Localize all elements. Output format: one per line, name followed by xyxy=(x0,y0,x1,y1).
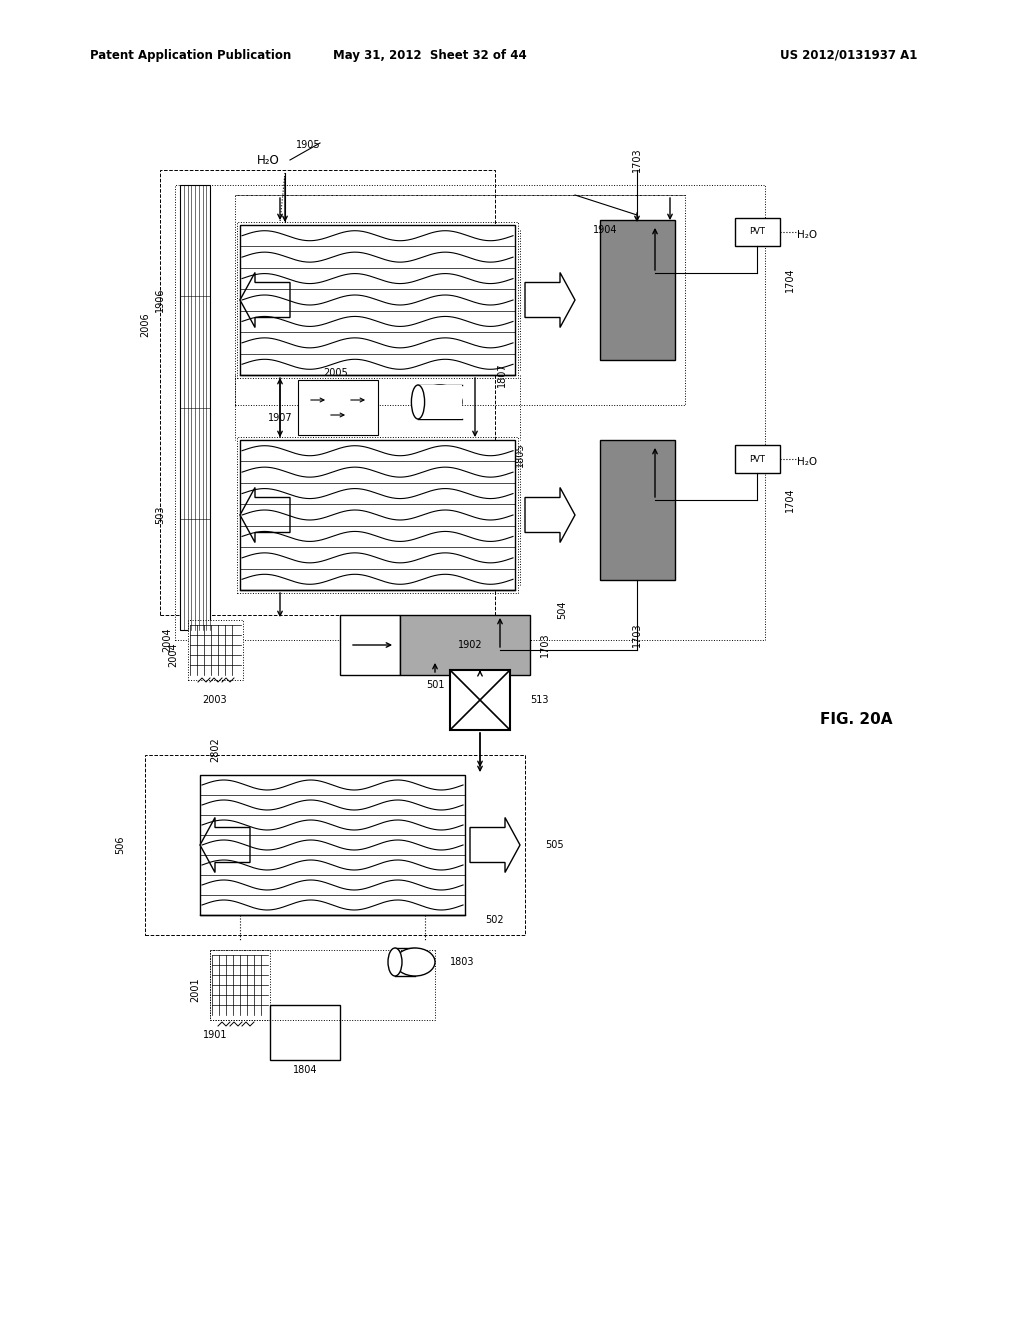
Bar xyxy=(175,185,765,640)
Text: 502: 502 xyxy=(485,915,504,925)
Bar xyxy=(450,671,510,730)
Text: 2004: 2004 xyxy=(162,628,172,652)
Bar xyxy=(600,440,675,579)
Bar xyxy=(270,1005,340,1060)
Text: 1905: 1905 xyxy=(296,140,321,150)
Text: 513: 513 xyxy=(530,696,549,705)
Polygon shape xyxy=(240,487,290,543)
Text: 501: 501 xyxy=(426,680,444,690)
Bar xyxy=(240,440,515,590)
Text: H₂O: H₂O xyxy=(797,230,817,240)
Bar xyxy=(145,755,525,935)
Text: 1807: 1807 xyxy=(497,363,507,387)
Polygon shape xyxy=(525,487,575,543)
Text: 1703: 1703 xyxy=(632,148,642,173)
Text: May 31, 2012  Sheet 32 of 44: May 31, 2012 Sheet 32 of 44 xyxy=(333,49,527,62)
Ellipse shape xyxy=(388,948,402,975)
Bar xyxy=(234,195,685,405)
Text: 2001: 2001 xyxy=(190,978,200,1002)
Text: 2006: 2006 xyxy=(140,313,150,338)
Bar xyxy=(418,385,462,418)
Text: 1703: 1703 xyxy=(632,623,642,647)
Polygon shape xyxy=(525,272,575,327)
Bar xyxy=(600,220,675,360)
Bar xyxy=(188,620,243,680)
Bar xyxy=(400,615,530,675)
Text: 2003: 2003 xyxy=(203,696,227,705)
Text: 2802: 2802 xyxy=(210,738,220,763)
Bar xyxy=(298,380,378,436)
Text: Patent Application Publication: Patent Application Publication xyxy=(90,49,291,62)
Bar xyxy=(240,224,515,375)
Text: 1704: 1704 xyxy=(785,268,795,292)
Text: 1904: 1904 xyxy=(593,224,617,235)
Text: 503: 503 xyxy=(155,506,165,524)
Text: 1906: 1906 xyxy=(155,288,165,313)
Text: H₂O: H₂O xyxy=(797,457,817,467)
Text: 1907: 1907 xyxy=(267,413,292,422)
Text: 1805: 1805 xyxy=(515,442,525,467)
Text: 1902: 1902 xyxy=(458,640,482,649)
Ellipse shape xyxy=(418,385,462,418)
Text: 505: 505 xyxy=(546,840,564,850)
Text: 1704: 1704 xyxy=(785,487,795,512)
Text: 2005: 2005 xyxy=(324,368,348,378)
Text: 1804: 1804 xyxy=(293,1065,317,1074)
Text: PVT: PVT xyxy=(750,227,765,236)
Text: FIG. 20A: FIG. 20A xyxy=(820,713,893,727)
Text: 504: 504 xyxy=(557,601,567,619)
Bar xyxy=(237,222,518,378)
Ellipse shape xyxy=(412,385,425,418)
Text: 506: 506 xyxy=(115,836,125,854)
Ellipse shape xyxy=(395,948,435,975)
Text: 1803: 1803 xyxy=(450,957,474,968)
Polygon shape xyxy=(470,817,520,873)
Text: PVT: PVT xyxy=(750,454,765,463)
Bar xyxy=(237,437,518,593)
Bar xyxy=(735,218,780,246)
Bar xyxy=(340,615,400,675)
Bar xyxy=(160,170,495,615)
Text: 1703: 1703 xyxy=(540,632,550,657)
Bar xyxy=(210,950,270,1020)
Polygon shape xyxy=(240,272,290,327)
Bar xyxy=(735,445,780,473)
Polygon shape xyxy=(200,817,250,873)
Text: 1901: 1901 xyxy=(203,1030,227,1040)
Text: H₂O: H₂O xyxy=(257,153,280,166)
Bar xyxy=(200,775,465,915)
Text: 2004: 2004 xyxy=(168,643,178,668)
Bar xyxy=(180,185,210,630)
Text: US 2012/0131937 A1: US 2012/0131937 A1 xyxy=(780,49,918,62)
